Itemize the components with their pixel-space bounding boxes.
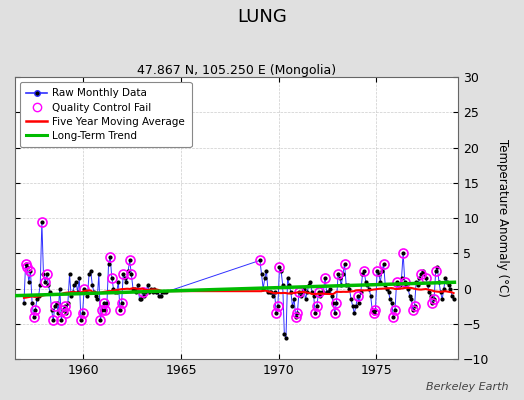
Text: LUNG: LUNG xyxy=(237,8,287,26)
Text: Berkeley Earth: Berkeley Earth xyxy=(426,382,508,392)
Title: 47.867 N, 105.250 E (Mongolia): 47.867 N, 105.250 E (Mongolia) xyxy=(137,64,336,77)
Y-axis label: Temperature Anomaly (°C): Temperature Anomaly (°C) xyxy=(496,139,509,297)
Legend: Raw Monthly Data, Quality Control Fail, Five Year Moving Average, Long-Term Tren: Raw Monthly Data, Quality Control Fail, … xyxy=(20,82,191,147)
